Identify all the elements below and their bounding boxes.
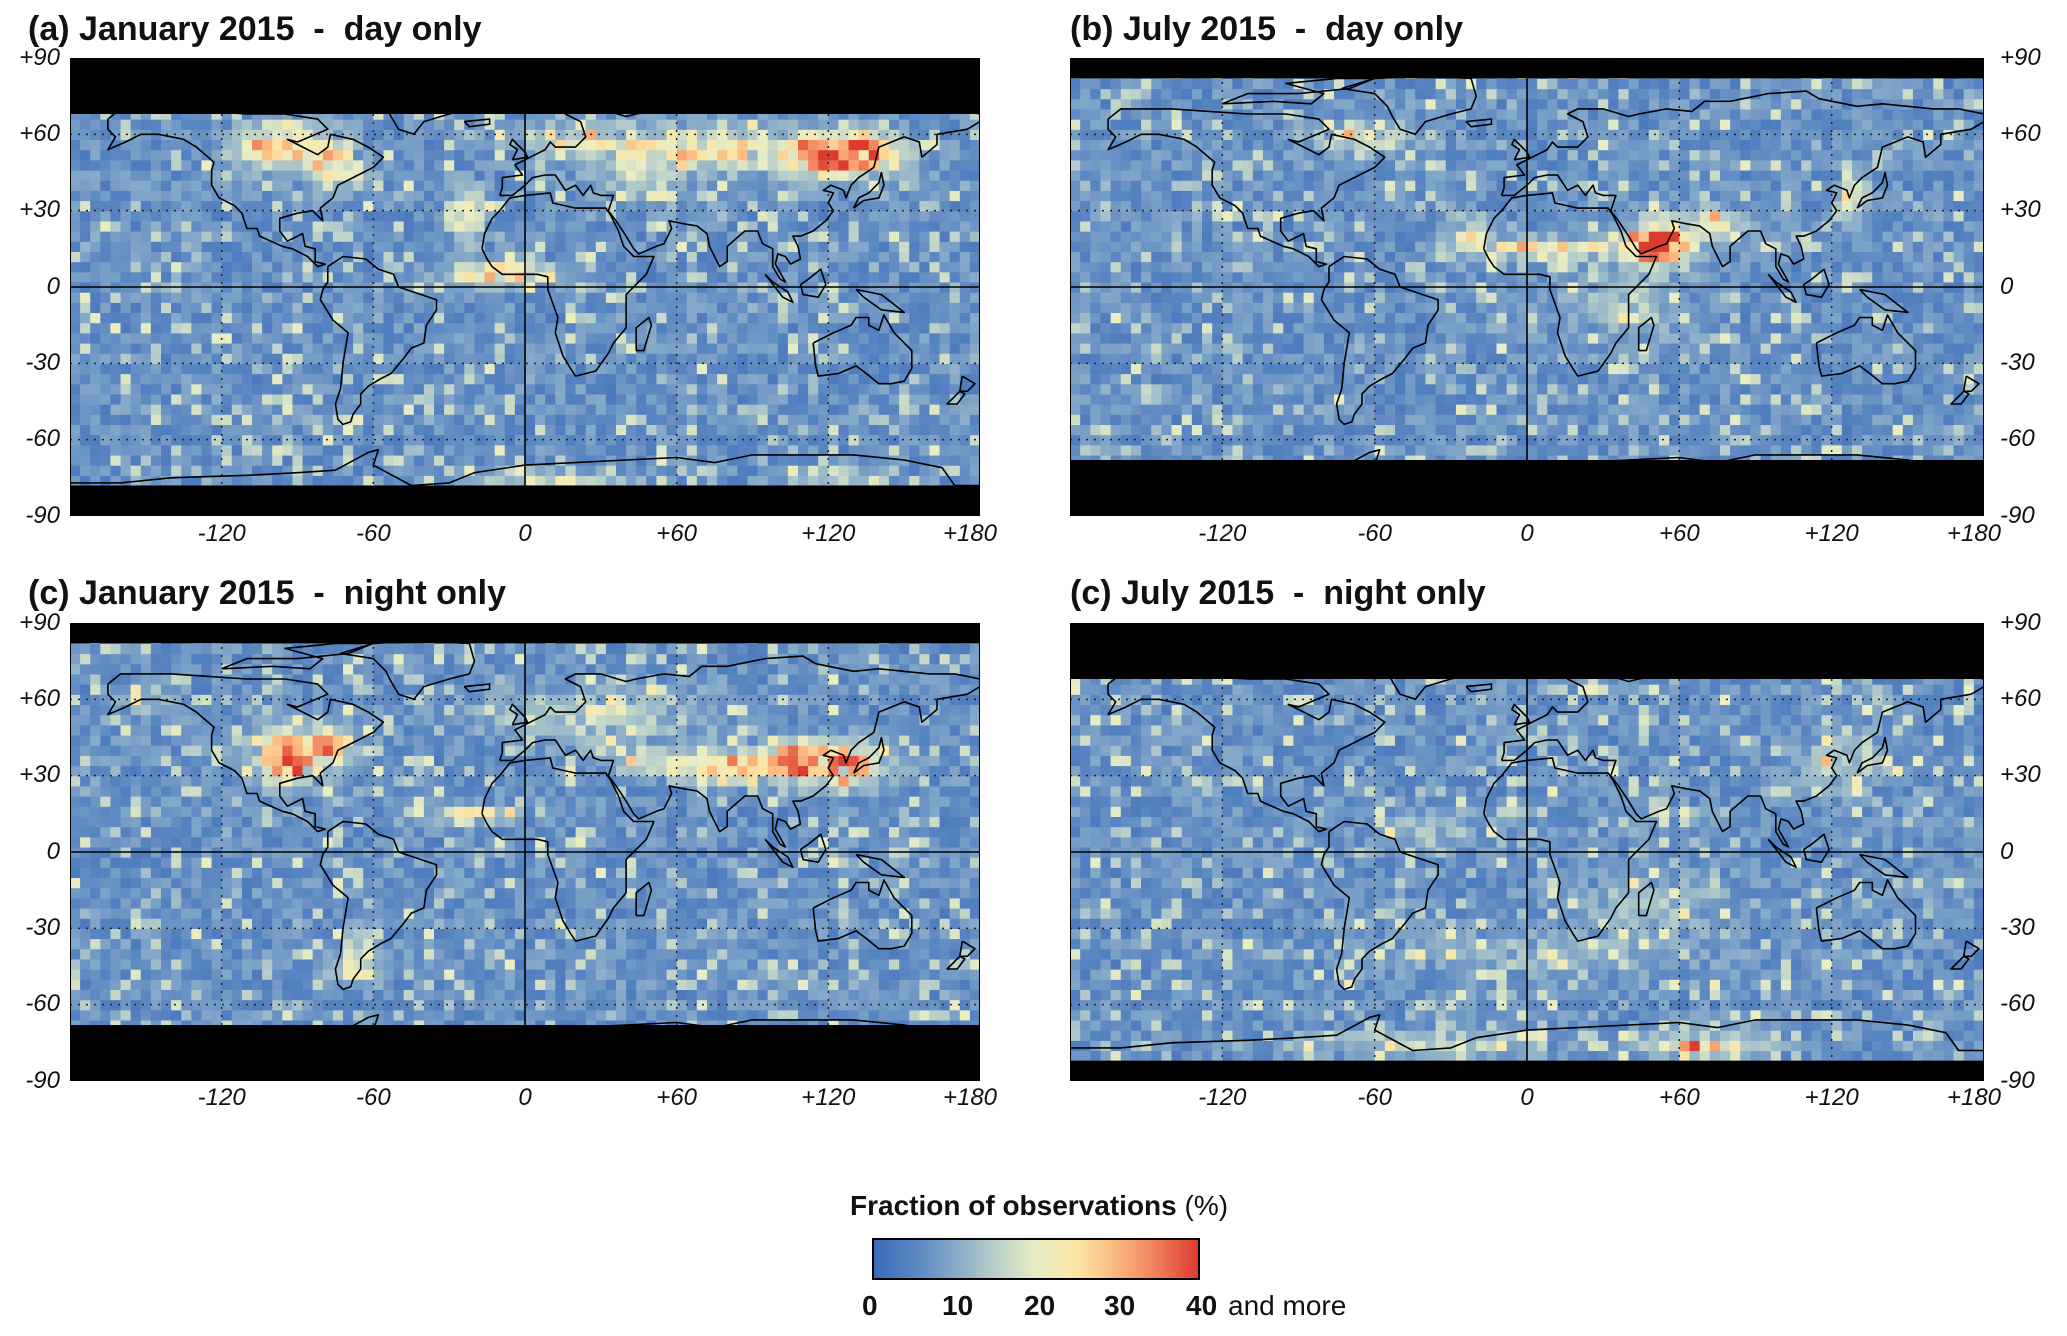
map-panel-jan-day	[70, 58, 980, 516]
coastlines	[70, 74, 980, 487]
lat-tick-label: -60	[25, 990, 60, 1017]
lon-tick-label: 0	[1520, 1084, 1534, 1111]
colorbar-tick: 20	[1024, 1290, 1056, 1321]
no-data-mask-north	[70, 58, 980, 114]
lon-tick-label: -120	[197, 1084, 246, 1111]
lon-tick-label: +120	[801, 520, 856, 547]
map-panel-jan-night	[70, 623, 980, 1081]
no-data-mask-south	[70, 1025, 980, 1081]
lat-tick-label: +60	[2000, 685, 2041, 712]
lat-tick-label: +60	[19, 685, 60, 712]
colorbar-tick: 30	[1104, 1290, 1136, 1321]
lat-tick-label: -30	[2000, 914, 2035, 941]
lat-tick-label: -30	[2000, 349, 2035, 376]
lat-tick-label: +90	[19, 609, 60, 636]
lon-tick-label: 0	[1520, 520, 1534, 547]
panel-c-title: (c) January 2015 - night only	[28, 574, 507, 612]
panel-d-title: (c) July 2015 - night only	[1070, 574, 1486, 612]
lon-tick-label: +180	[1946, 520, 2002, 547]
lat-tick-label: +30	[2000, 761, 2041, 788]
lon-tick-label: -60	[1357, 1084, 1392, 1111]
colorbar-tick: 0	[862, 1290, 878, 1321]
panel-a-title: (a) January 2015 - day only	[28, 10, 482, 48]
map-panel-jul-day	[1070, 58, 1984, 516]
no-data-mask-south	[70, 485, 980, 516]
lat-tick-label: 0	[2000, 273, 2014, 300]
lat-tick-label: +30	[2000, 196, 2041, 223]
no-data-mask-south	[1070, 460, 1984, 516]
lat-tick-label: +90	[19, 44, 60, 71]
lon-tick-label: +120	[1804, 520, 1859, 547]
lon-tick-label: 0	[518, 1084, 532, 1111]
lon-tick-label: +60	[1658, 520, 1700, 547]
lon-tick-label: -120	[1198, 520, 1247, 547]
lat-tick-label: +90	[2000, 44, 2041, 71]
map-frame	[1070, 623, 1984, 1081]
colorbar-tick: 40	[1186, 1290, 1218, 1321]
legend-title: Fraction of observations (%)	[850, 1190, 1228, 1222]
lon-tick-label: -120	[197, 520, 246, 547]
lon-tick-label: -60	[1357, 520, 1392, 547]
lon-tick-label: +120	[1804, 1084, 1859, 1111]
map-panel-jul-night	[1070, 623, 1984, 1081]
no-data-mask-south	[1070, 1060, 1984, 1081]
lat-tick-label: -30	[25, 349, 60, 376]
colorbar-tick: 10	[942, 1290, 974, 1321]
legend-title-unit: (%)	[1176, 1190, 1229, 1221]
lat-tick-label: +60	[2000, 120, 2041, 147]
lat-tick-label: -90	[2000, 502, 2035, 529]
lon-tick-label: +180	[942, 1084, 998, 1111]
lon-tick-label: +60	[1658, 1084, 1700, 1111]
lat-tick-label: +90	[2000, 609, 2041, 636]
lon-tick-label: -120	[1198, 1084, 1247, 1111]
panel-b-title: (b) July 2015 - day only	[1070, 10, 1464, 48]
map-frame	[1070, 58, 1984, 516]
map-frame	[70, 623, 980, 1081]
lat-tick-label: 0	[2000, 838, 2014, 865]
lon-tick-label: -60	[355, 520, 391, 547]
map-frame	[70, 58, 980, 516]
lat-tick-label: -90	[25, 502, 60, 529]
no-data-mask-north	[70, 623, 980, 644]
lat-tick-label: -60	[2000, 425, 2035, 452]
lat-tick-label: +30	[19, 196, 60, 223]
lat-tick-label: 0	[46, 273, 60, 300]
lat-tick-label: -60	[2000, 990, 2035, 1017]
lat-tick-label: -60	[25, 425, 60, 452]
no-data-mask-north	[1070, 58, 1984, 79]
lat-tick-label: -90	[2000, 1067, 2035, 1094]
lat-tick-label: +60	[19, 120, 60, 147]
lon-tick-label: 0	[518, 520, 532, 547]
lat-tick-label: 0	[46, 838, 60, 865]
colorbar	[872, 1238, 1200, 1280]
lon-tick-label: +180	[942, 520, 998, 547]
lat-tick-label: +30	[19, 761, 60, 788]
lon-tick-label: +180	[1946, 1084, 2002, 1111]
lon-tick-label: +120	[801, 1084, 856, 1111]
legend-title-text: Fraction of observations	[850, 1190, 1177, 1221]
lat-tick-label: -90	[25, 1067, 60, 1094]
lon-tick-label: -60	[355, 1084, 391, 1111]
lon-tick-label: +60	[656, 1084, 698, 1111]
lon-tick-label: +60	[656, 520, 698, 547]
lat-tick-label: -30	[25, 914, 60, 941]
colorbar-suffix: and more	[1228, 1290, 1347, 1321]
no-data-mask-north	[1070, 623, 1984, 679]
